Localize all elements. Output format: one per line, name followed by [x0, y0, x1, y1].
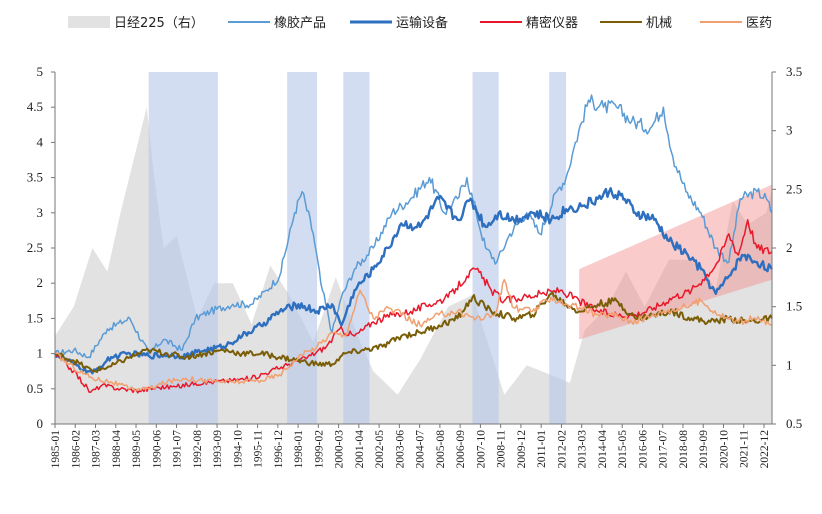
x-tick-label: 2002-05: [374, 430, 386, 469]
x-tick-label: 2004-07: [415, 430, 427, 469]
left-tick-label: 4.5: [27, 99, 43, 114]
left-tick-label: 4: [37, 134, 44, 149]
x-tick-label: 1999-02: [313, 430, 325, 469]
x-tick-label: 1987-03: [91, 430, 103, 469]
x-tick-label: 1991-07: [172, 430, 184, 469]
x-tick-label: 2000-03: [334, 430, 346, 469]
x-tick-label: 2008-11: [496, 430, 508, 468]
x-tick-label: 2007-10: [475, 430, 487, 469]
x-tick-label: 2018-08: [678, 430, 690, 469]
series-line-5: [54, 278, 773, 392]
series-line-1: [54, 94, 773, 359]
series-lines: [53, 94, 773, 394]
x-tick-label: 1993-09: [212, 430, 224, 469]
left-tick-label: 0: [37, 416, 44, 431]
right-tick-label: 2: [786, 240, 793, 255]
x-tick-label: 1989-05: [131, 430, 143, 469]
x-tick-label: 2017-07: [658, 430, 670, 469]
right-tick-label: 1.5: [786, 299, 802, 314]
chart-background: [55, 107, 772, 424]
legend-swatch-area: [68, 16, 110, 28]
x-tick-label: 2022-12: [759, 430, 771, 469]
legend-label: 运输设备: [396, 15, 448, 31]
x-tick-label: 2011-01: [536, 430, 548, 468]
right-tick-label: 3: [786, 123, 793, 138]
recession-band-3: [343, 72, 370, 424]
x-tick-label: 1994-10: [232, 430, 244, 469]
x-tick-label: 2013-03: [577, 430, 589, 469]
x-tick-label: 1996-12: [273, 430, 285, 469]
x-tick-label: 2005-08: [435, 430, 447, 469]
series-line-2: [53, 187, 773, 375]
legend-label: 橡胶产品: [274, 15, 326, 31]
legend-label: 日经225（右）: [114, 16, 204, 31]
axes: 0 0.5 1 1.5 2 2.5 3 3.5 4 4.5 5 0.5 1 1.5 2 2.5 3 3.5 1985…: [27, 64, 803, 468]
x-tick-label: 1990-06: [151, 430, 163, 469]
x-tick-label: 2020-10: [718, 430, 730, 469]
series-area-nikkei: [55, 107, 772, 424]
right-tick-label: 0.5: [786, 416, 802, 431]
x-tick-label: 2015-05: [617, 430, 629, 469]
legend-label: 机械: [646, 16, 672, 31]
x-tick-label: 2012-02: [556, 430, 568, 469]
legend-label: 医药: [746, 16, 772, 31]
x-tick-label: 1992-08: [192, 430, 204, 469]
x-tick-label: 1988-04: [111, 430, 123, 469]
x-tick-label: 1986-02: [70, 430, 82, 469]
x-tick-label: 2019-09: [698, 430, 710, 469]
series-line-3: [54, 219, 773, 394]
x-tick-label: 2021-11: [739, 430, 751, 468]
left-tick-label: 1.5: [27, 310, 43, 325]
left-tick-label: 3: [37, 205, 44, 220]
x-tick-label: 1995-11: [253, 430, 265, 468]
trend-band: [579, 184, 772, 340]
recession-band-2: [287, 72, 318, 424]
x-tick-label: 2014-04: [597, 430, 609, 469]
left-tick-label: 0.5: [27, 381, 43, 396]
recession-band-1: [148, 72, 218, 424]
x-tick-label: 2006-09: [455, 430, 467, 469]
x-tick-label: 2016-06: [637, 430, 649, 469]
x-tick-label: 1985-01: [50, 430, 62, 469]
x-tick-label: 2001-04: [354, 430, 366, 469]
left-tick-label: 2.5: [27, 240, 43, 255]
right-tick-label: 2.5: [786, 181, 802, 196]
left-tick-label: 3.5: [27, 170, 43, 185]
legend: 日经225（右） 橡胶产品 运输设备 精密仪器 机械 医药: [68, 15, 772, 31]
left-tick-label: 1: [37, 346, 44, 361]
x-tick-label: 2009-12: [516, 430, 528, 469]
left-tick-label: 2: [37, 275, 44, 290]
x-tick-label: 1998-01: [293, 430, 305, 469]
right-tick-label: 1: [786, 357, 793, 372]
left-tick-label: 5: [37, 64, 44, 79]
legend-label: 精密仪器: [526, 15, 578, 31]
x-tick-label: 2003-06: [394, 430, 406, 469]
right-tick-label: 3.5: [786, 64, 802, 79]
recession-band-5: [549, 72, 567, 424]
